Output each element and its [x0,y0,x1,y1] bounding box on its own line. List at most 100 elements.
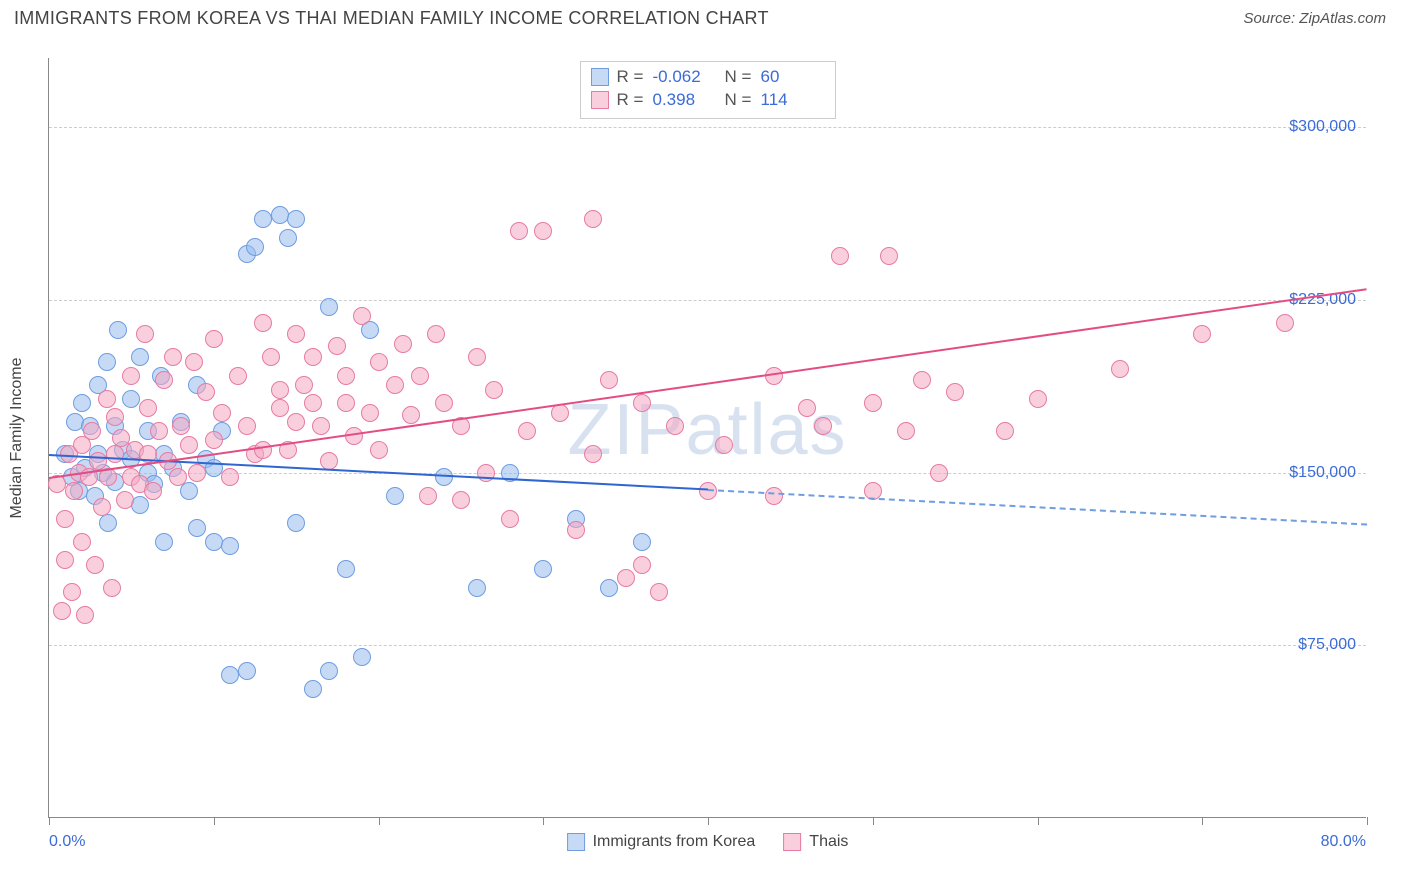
data-point [271,206,289,224]
data-point [996,422,1014,440]
data-point [287,210,305,228]
data-point [304,680,322,698]
data-point [246,238,264,256]
data-point [1111,360,1129,378]
gridline [49,473,1366,474]
data-point [485,381,503,399]
data-point [386,487,404,505]
data-point [144,482,162,500]
data-point [1193,325,1211,343]
data-point [139,399,157,417]
data-point [370,353,388,371]
legend-item-korea: Immigrants from Korea [567,833,756,851]
data-point [337,394,355,412]
data-point [73,394,91,412]
data-point [63,583,81,601]
data-point [534,222,552,240]
data-point [122,390,140,408]
x-tick [1367,817,1368,825]
data-point [567,521,585,539]
data-point [328,337,346,355]
data-point [106,408,124,426]
data-point [56,510,74,528]
data-point [180,436,198,454]
data-point [930,464,948,482]
data-point [89,452,107,470]
data-point [254,314,272,332]
data-point [353,307,371,325]
data-point [320,452,338,470]
data-point [221,537,239,555]
data-point [221,666,239,684]
data-point [73,533,91,551]
data-point [205,330,223,348]
data-point [320,662,338,680]
data-point [172,417,190,435]
x-tick [1202,817,1203,825]
data-point [180,482,198,500]
data-point [83,422,101,440]
data-point [229,367,247,385]
data-point [116,491,134,509]
data-point [287,514,305,532]
data-point [913,371,931,389]
data-point [353,648,371,666]
data-point [279,229,297,247]
data-point [337,560,355,578]
x-tick [708,817,709,825]
data-point [304,348,322,366]
data-point [1276,314,1294,332]
data-point [946,383,964,401]
data-point [394,335,412,353]
n-value-korea: 60 [761,66,825,89]
legend-item-thais: Thais [783,833,848,851]
data-point [188,464,206,482]
data-point [600,371,618,389]
swatch-korea-icon [567,833,585,851]
x-tick [543,817,544,825]
data-point [633,533,651,551]
header: IMMIGRANTS FROM KOREA VS THAI MEDIAN FAM… [0,0,1406,35]
n-value-thais: 114 [761,89,825,112]
scatter-chart: Median Family Income ZIPatlas R = -0.062… [48,58,1366,818]
data-point [188,519,206,537]
data-point [402,406,420,424]
y-tick-label: $150,000 [1289,464,1356,482]
data-point [238,417,256,435]
data-point [254,441,272,459]
data-point [880,247,898,265]
data-point [254,210,272,228]
series-legend: Immigrants from Korea Thais [567,833,849,851]
data-point [419,487,437,505]
data-point [370,441,388,459]
data-point [150,422,168,440]
data-point [320,298,338,316]
data-point [221,468,239,486]
swatch-thais-icon [783,833,801,851]
data-point [155,533,173,551]
data-point [501,510,519,528]
data-point [600,579,618,597]
data-point [122,367,140,385]
data-point [169,468,187,486]
x-tick [1038,817,1039,825]
data-point [435,394,453,412]
data-point [534,560,552,578]
data-point [864,394,882,412]
legend-row-thais: R = 0.398 N = 114 [591,89,825,112]
data-point [56,551,74,569]
data-point [468,348,486,366]
data-point [1029,390,1047,408]
data-point [650,583,668,601]
data-point [136,325,154,343]
data-point [435,468,453,486]
data-point [98,390,116,408]
data-point [468,579,486,597]
data-point [304,394,322,412]
x-tick [379,817,380,825]
trendline-extrapolated [708,489,1367,526]
data-point [633,394,651,412]
data-point [411,367,429,385]
data-point [510,222,528,240]
legend-row-korea: R = -0.062 N = 60 [591,66,825,89]
